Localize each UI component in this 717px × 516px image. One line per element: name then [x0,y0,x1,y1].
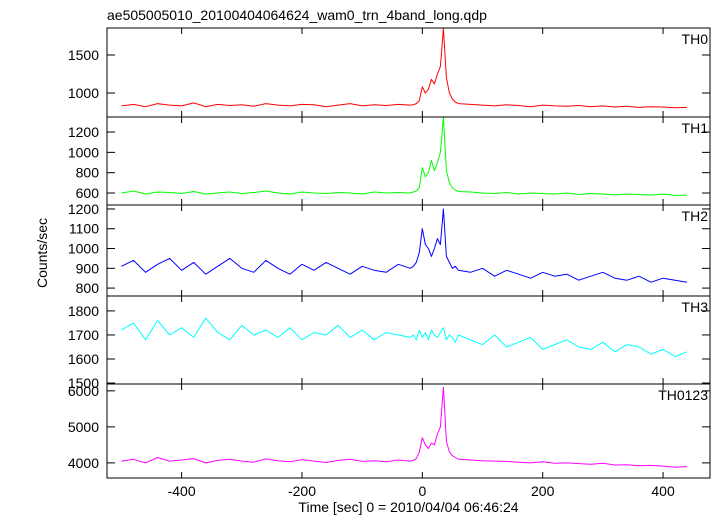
x-tick-label: 200 [531,483,555,499]
y-tick-label: 1500 [68,47,99,63]
light-curve [121,27,688,109]
y-tick-label: 800 [76,165,100,181]
y-tick-label: 1700 [68,327,99,343]
panel-label: TH2 [682,208,709,224]
y-tick-label: 800 [76,280,100,296]
y-tick-label: 1500 [68,375,99,391]
panel-label: TH1 [682,120,709,136]
light-curve [121,208,688,283]
chart-title: ae505005010_20100404064624_wam0_trn_4ban… [107,7,487,23]
x-tick-label: 0 [418,483,426,499]
light-curve [121,116,688,196]
panel-label: TH3 [682,299,709,315]
panel-label: TH0123 [658,387,708,403]
y-tick-label: 900 [76,260,100,276]
y-tick-label: 1100 [69,221,99,237]
panel-frame [106,295,711,385]
light-curve [121,317,688,358]
y-tick-label: 1800 [68,303,99,319]
y-tick-label: 4000 [68,455,99,471]
y-tick-label: 600 [76,185,100,201]
light-curve [121,386,688,468]
panel-label: TH0 [682,31,709,47]
y-axis-label: Counts/sec [34,218,50,288]
x-tick-label: -400 [168,483,196,499]
y-tick-label: 1000 [68,85,99,101]
y-tick-label: 6000 [68,383,99,399]
y-tick-label: 1200 [68,201,99,217]
panel-frame [106,383,711,479]
x-tick-label: -200 [288,483,316,499]
x-tick-label: 400 [651,483,675,499]
y-tick-label: 1200 [68,124,99,140]
x-axis-label: Time [sec] 0 = 2010/04/04 06:46:24 [298,499,518,515]
panel-frame [106,204,711,297]
y-tick-label: 1000 [68,241,99,257]
y-tick-label: 5000 [68,419,99,435]
y-tick-label: 1600 [68,351,99,367]
y-tick-label: 1000 [68,144,99,160]
